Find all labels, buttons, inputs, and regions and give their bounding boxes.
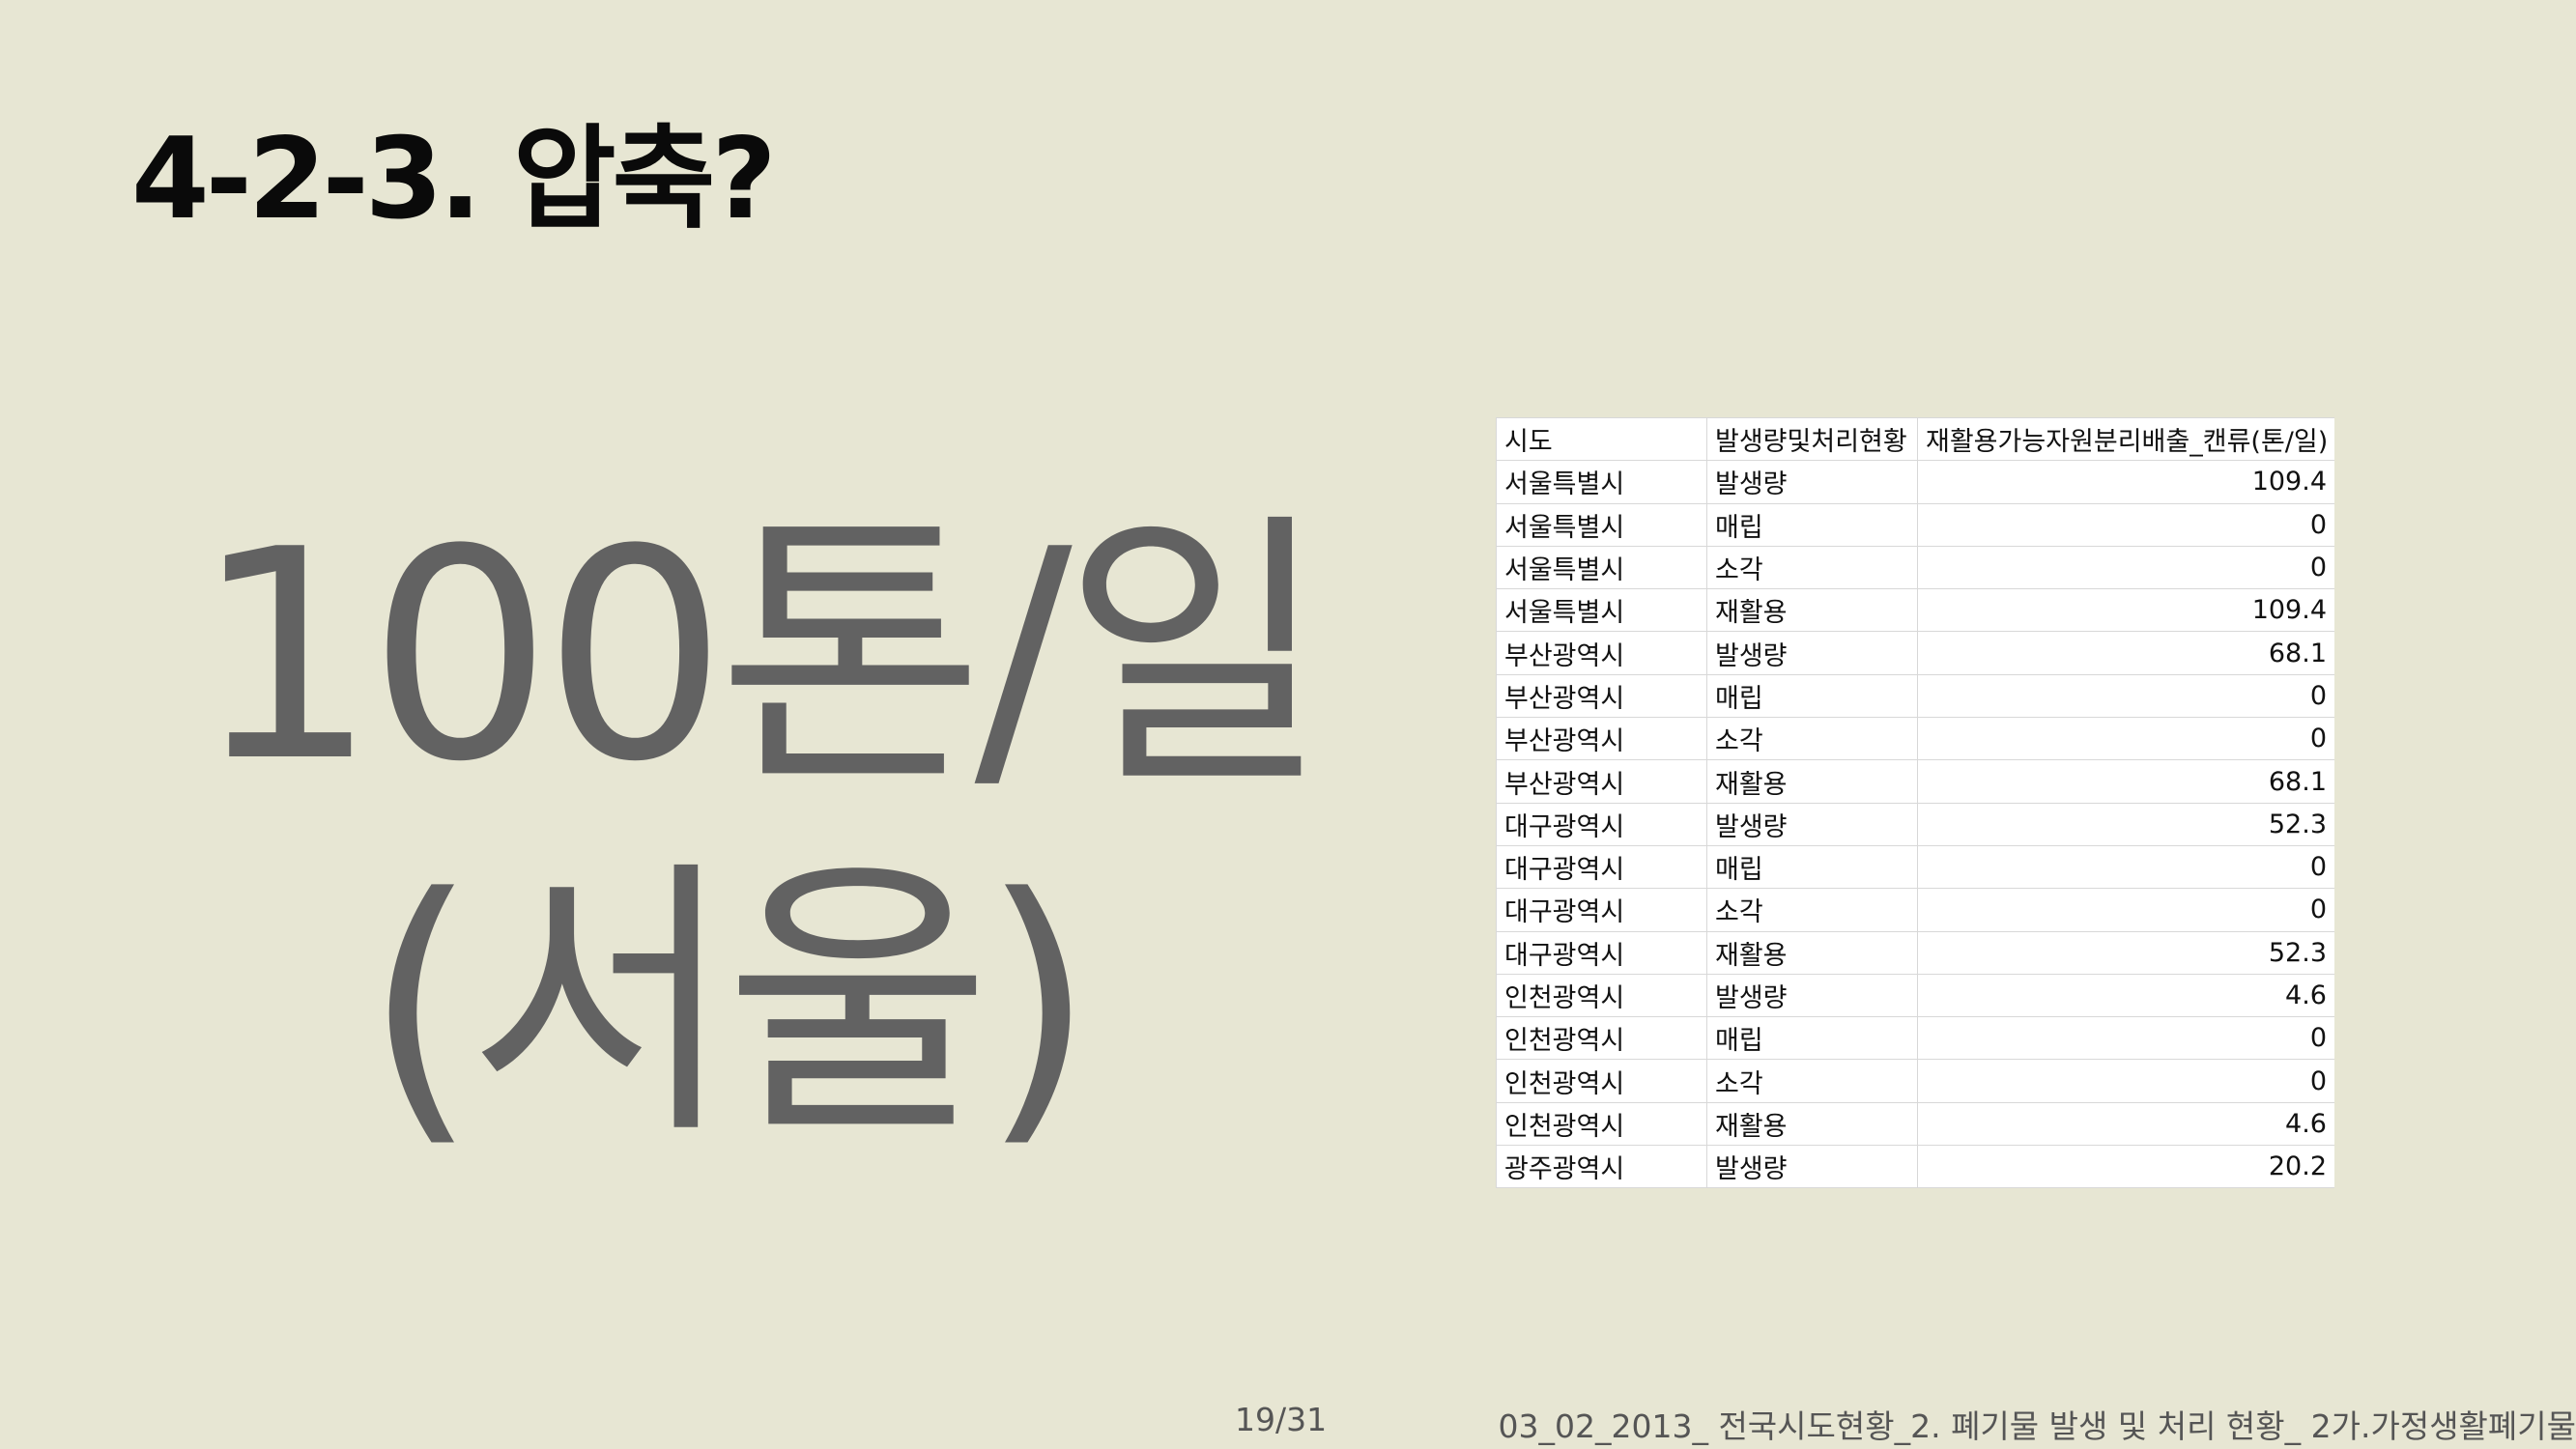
table-row: 대구광역시 소각 0 xyxy=(1496,888,2334,932)
cell-region: 인천광역시 xyxy=(1496,1059,1707,1103)
cell-region: 대구광역시 xyxy=(1496,888,1707,932)
table-row: 인천광역시 매립 0 xyxy=(1496,1016,2334,1061)
cell-region: 인천광역시 xyxy=(1496,1101,1707,1147)
data-table-screenshot: 시도 발생량및처리현황 재활용가능자원분리배출_캔류(톤/일) 서울특별시 발생량… xyxy=(1496,417,2334,1188)
cell-value: 4.6 xyxy=(1917,973,2334,1018)
cell-value: 0 xyxy=(1917,844,2334,890)
table-row: 서울특별시 재활용 109.4 xyxy=(1496,588,2334,633)
table-row: 인천광역시 발생량 4.6 xyxy=(1496,973,2334,1018)
big-statement-line-1: 100톤/일 xyxy=(193,488,1330,825)
cell-status: 발생량 xyxy=(1706,802,1918,846)
header-cell-status: 발생량및처리현황 xyxy=(1706,417,1918,462)
cell-value: 68.1 xyxy=(1917,759,2334,804)
cell-value: 0 xyxy=(1917,717,2334,761)
cell-status: 재활용 xyxy=(1706,930,1918,975)
cell-status: 소각 xyxy=(1706,1059,1918,1103)
cell-region: 광주광역시 xyxy=(1496,1145,1707,1188)
cell-region: 부산광역시 xyxy=(1496,759,1707,804)
cell-value: 52.3 xyxy=(1917,930,2334,975)
cell-status: 재활용 xyxy=(1706,1101,1918,1147)
cell-region: 부산광역시 xyxy=(1496,673,1707,719)
table-row: 서울특별시 매립 0 xyxy=(1496,502,2334,547)
cell-value: 109.4 xyxy=(1917,460,2334,504)
cell-status: 재활용 xyxy=(1706,588,1918,633)
table-row: 서울특별시 발생량 109.4 xyxy=(1496,460,2334,504)
table-row: 대구광역시 발생량 52.3 xyxy=(1496,802,2334,846)
cell-value: 52.3 xyxy=(1917,802,2334,846)
table-row: 대구광역시 재활용 52.3 xyxy=(1496,930,2334,975)
cell-value: 68.1 xyxy=(1917,631,2334,675)
cell-status: 매립 xyxy=(1706,1016,1918,1061)
cell-value: 20.2 xyxy=(1917,1145,2334,1188)
table-row: 서울특별시 소각 0 xyxy=(1496,545,2334,590)
cell-status: 소각 xyxy=(1706,888,1918,932)
cell-status: 매립 xyxy=(1706,844,1918,890)
cell-region: 인천광역시 xyxy=(1496,1016,1707,1061)
cell-region: 대구광역시 xyxy=(1496,802,1707,846)
cell-region: 부산광역시 xyxy=(1496,631,1707,675)
page-number: 19/31 xyxy=(1235,1401,1328,1438)
cell-region: 서울특별시 xyxy=(1496,460,1707,504)
table-row: 부산광역시 매립 0 xyxy=(1496,673,2334,719)
table-row: 광주광역시 발생량 20.2 xyxy=(1496,1145,2334,1188)
cell-status: 매립 xyxy=(1706,673,1918,719)
cell-status: 소각 xyxy=(1706,717,1918,761)
cell-region: 서울특별시 xyxy=(1496,545,1707,590)
cell-status: 발생량 xyxy=(1706,460,1918,504)
cell-value: 0 xyxy=(1917,888,2334,932)
slide-title: 4-2-3. 압축? xyxy=(131,114,777,244)
cell-status: 소각 xyxy=(1706,545,1918,590)
cell-status: 매립 xyxy=(1706,502,1918,547)
cell-region: 서울특별시 xyxy=(1496,588,1707,633)
cell-value: 0 xyxy=(1917,545,2334,590)
big-statement-line-2: (서울) xyxy=(363,836,1095,1173)
footer-source-caption: 03_02_2013_ 전국시도현황_2. 폐기물 발생 및 처리 현황_ 2가… xyxy=(1498,1407,2576,1445)
cell-value: 0 xyxy=(1917,502,2334,547)
cell-region: 인천광역시 xyxy=(1496,973,1707,1018)
cell-value: 0 xyxy=(1917,1016,2334,1061)
header-cell-region: 시도 xyxy=(1496,417,1707,462)
table-row: 부산광역시 발생량 68.1 xyxy=(1496,631,2334,675)
table-row: 대구광역시 매립 0 xyxy=(1496,844,2334,890)
table-row: 인천광역시 소각 0 xyxy=(1496,1059,2334,1103)
table-row: 부산광역시 재활용 68.1 xyxy=(1496,759,2334,804)
big-statement: 100톤/일 (서울) xyxy=(193,483,1330,1179)
cell-status: 재활용 xyxy=(1706,759,1918,804)
table-body: 서울특별시 발생량 109.4 서울특별시 매립 0 서울특별시 소각 0 서울특별시 재활용 109… xyxy=(1496,460,2334,1188)
cell-value: 4.6 xyxy=(1917,1101,2334,1147)
cell-status: 발생량 xyxy=(1706,631,1918,675)
cell-region: 대구광역시 xyxy=(1496,844,1707,890)
cell-region: 부산광역시 xyxy=(1496,717,1707,761)
cell-value: 0 xyxy=(1917,673,2334,719)
cell-value: 109.4 xyxy=(1917,588,2334,633)
table-row: 인천광역시 재활용 4.6 xyxy=(1496,1101,2334,1147)
header-cell-can-recycling: 재활용가능자원분리배출_캔류(톤/일) xyxy=(1917,417,2334,462)
cell-region: 대구광역시 xyxy=(1496,930,1707,975)
table-header-row: 시도 발생량및처리현황 재활용가능자원분리배출_캔류(톤/일) xyxy=(1496,417,2334,462)
table-row: 부산광역시 소각 0 xyxy=(1496,717,2334,761)
cell-value: 0 xyxy=(1917,1059,2334,1103)
cell-region: 서울특별시 xyxy=(1496,502,1707,547)
data-table: 시도 발생량및처리현황 재활용가능자원분리배출_캔류(톤/일) 서울특별시 발생량… xyxy=(1496,417,2334,1188)
cell-status: 발생량 xyxy=(1706,973,1918,1018)
cell-status: 발생량 xyxy=(1706,1145,1918,1188)
